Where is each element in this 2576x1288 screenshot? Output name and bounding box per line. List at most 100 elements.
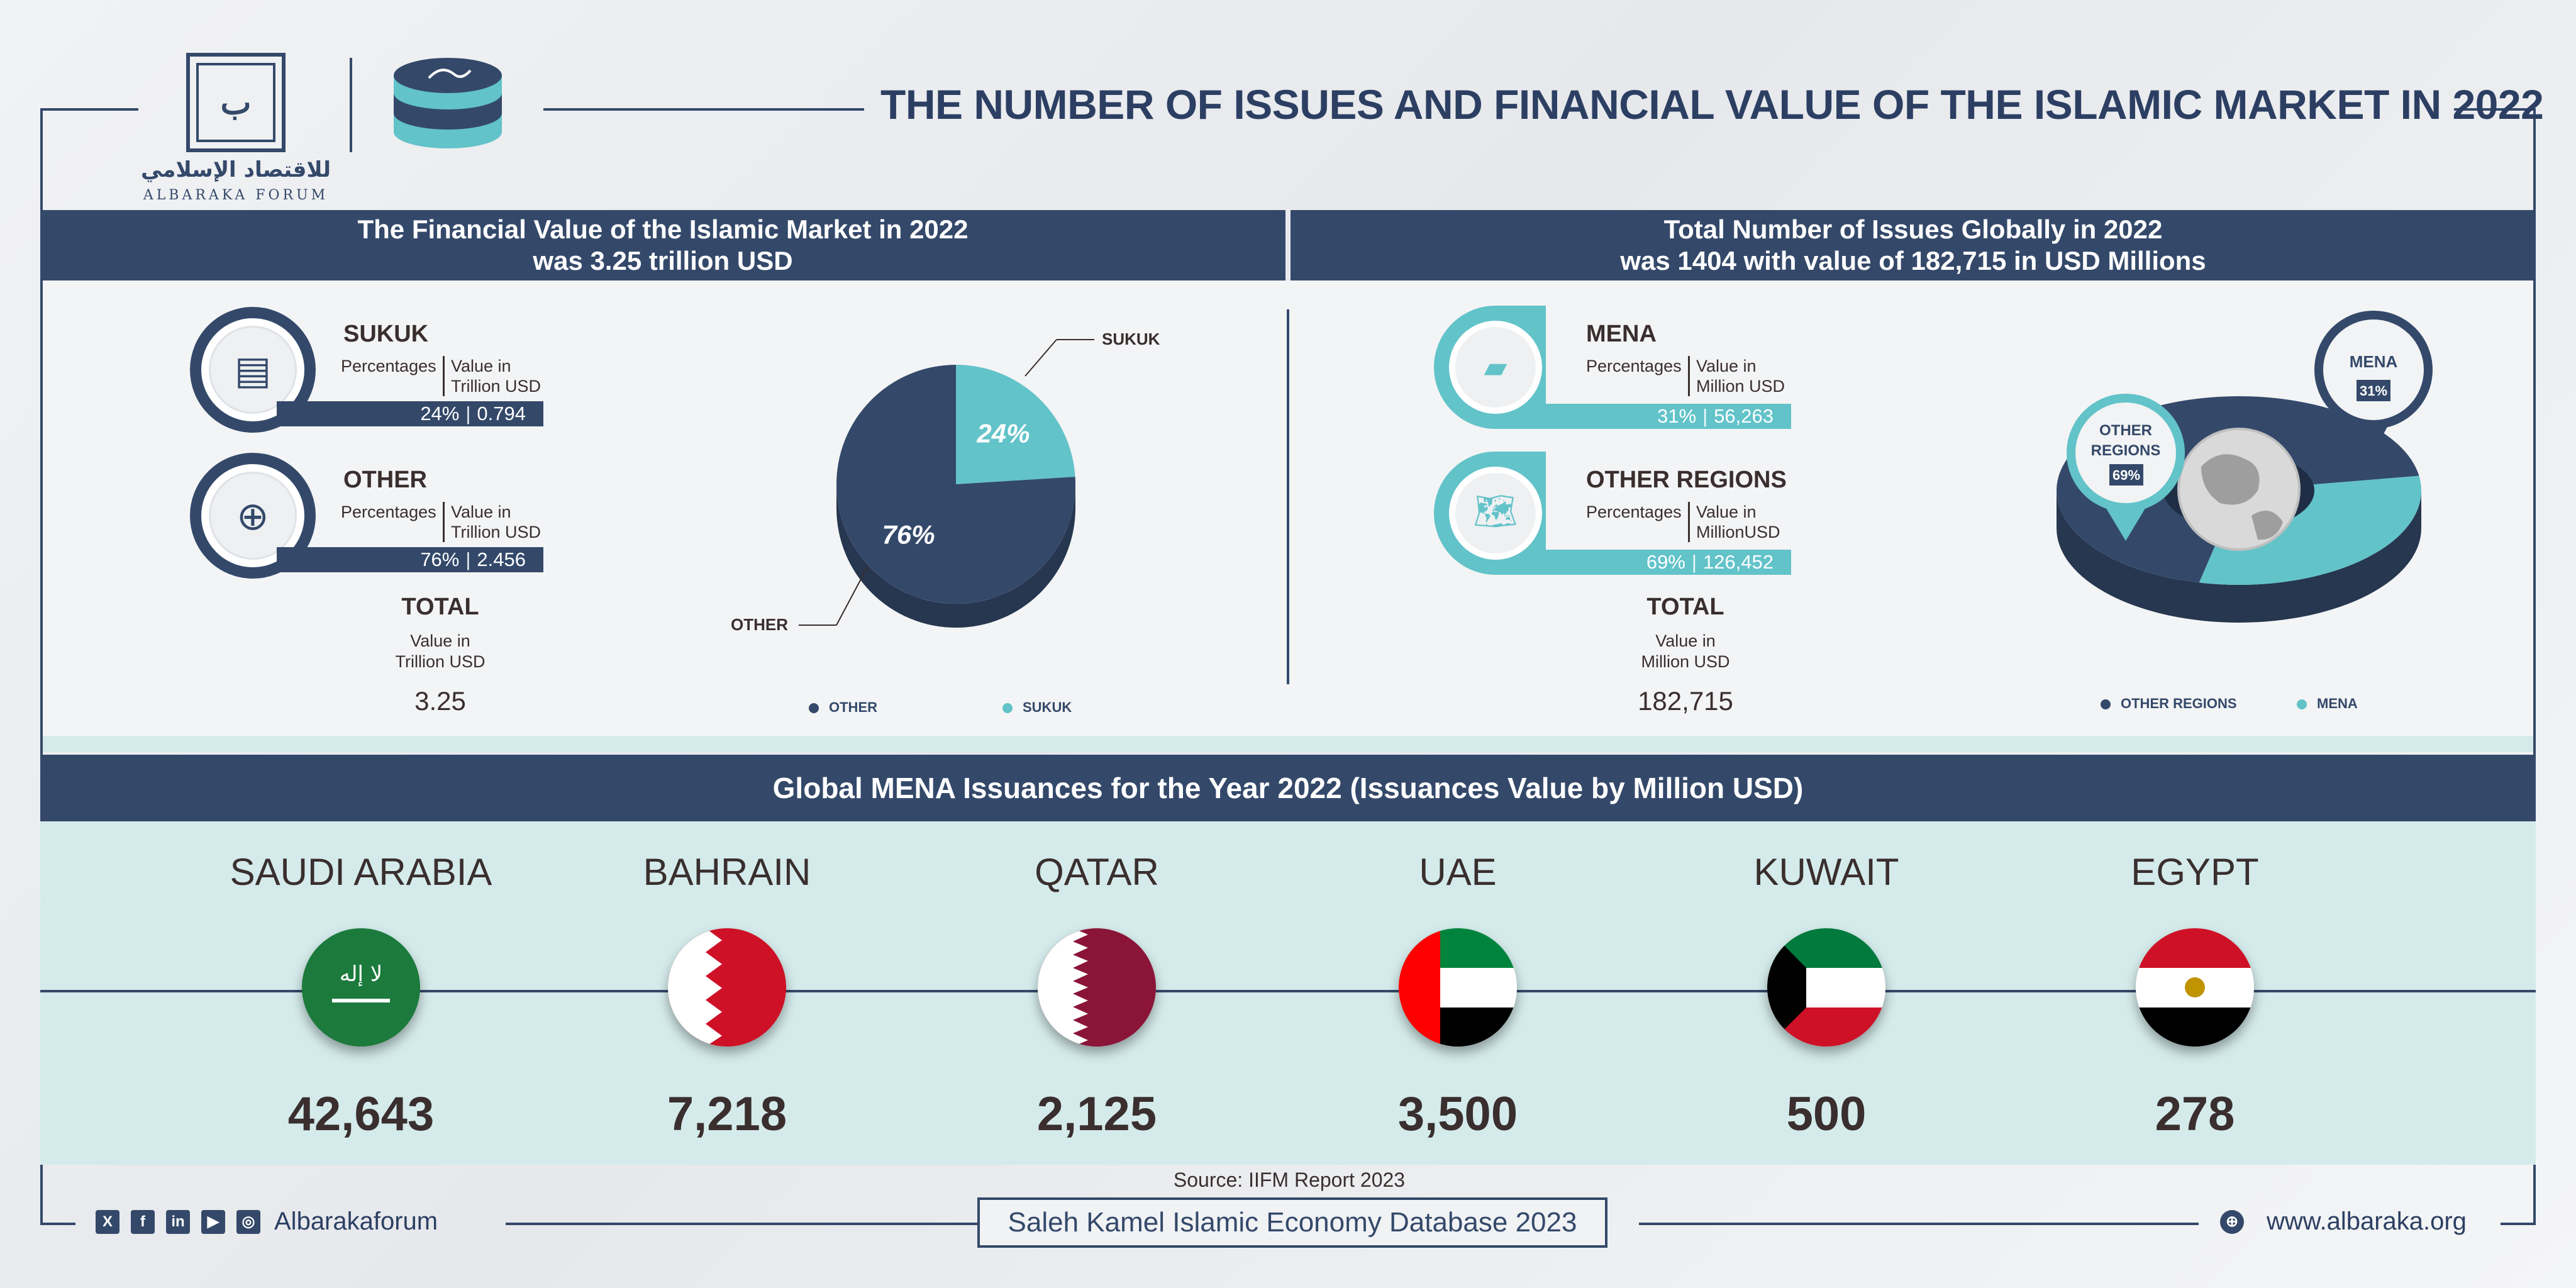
pie-data-label-sukuk: 24% [976,419,1030,448]
sukuk-val-label-1: Value in [451,357,511,375]
youtube-icon[interactable]: ▶ [201,1209,225,1234]
uae-flag-icon [1399,928,1517,1046]
pie-slice-sukuk [956,365,1075,484]
egypt-flag-icon [2136,928,2254,1046]
legend-label-other-regions: OTHER REGIONS [2121,696,2237,711]
country-name-uae: UAE [1419,851,1497,893]
sukuk-val-label-2: Trillion USD [451,377,541,396]
country-name-bahrain: BAHRAIN [643,851,811,893]
frame-bottom-mid-l [506,1223,977,1225]
legend-dot-other [809,703,819,714]
frame-bottom-left [40,1223,75,1225]
sukuk-val-label: Value in Trillion USD [443,356,541,396]
other-regions-value: 126,452 [1702,551,1774,573]
pie-side [836,484,1075,628]
right-total-value: 182,715 [1638,686,1733,716]
logo-arabic-text: للاقتصاد الإسلامي [141,157,331,182]
other-val-label: Value in Trillion USD [443,502,541,542]
other-callout-label: OTHER [731,615,788,634]
other-regions-val-label-1: Value in [1696,502,1757,521]
logo-english-text: ALBARAKA FORUM [143,187,329,203]
panel-divider [1287,309,1289,684]
sukuk-value-bar: 24% | 0.794 [277,401,543,426]
instagram-icon[interactable]: ◎ [236,1209,260,1234]
other-regions-pin: OTHER REGIONS 69% [2067,394,2185,541]
qatar-flag-icon [1038,928,1156,1046]
database-label: Saleh Kamel Islamic Economy Database 202… [977,1197,1607,1248]
globe-icon [2177,428,2301,551]
pie-data-label-other: 76% [882,519,935,549]
left-total: TOTAL Value in Trillion USD 3.25 [346,594,535,716]
left-panel-heading: The Financial Value of the Islamic Marke… [40,210,1285,280]
globe-finance-icon: ⊕ [209,472,297,560]
frame-right [2533,108,2536,1225]
sukuk-title: SUKUK [343,321,429,347]
globe-icon: ⊕ [2220,1209,2244,1234]
mena-pin: MENA 31% [2314,311,2433,453]
linkedin-icon[interactable]: in [166,1209,190,1234]
other-regions-value-bar: 69% | 126,452 [1646,551,1774,573]
mena-title: MENA [1586,321,1657,347]
other-val-label-1: Value in [451,502,511,521]
logo-mark-icon: ب [196,63,275,142]
country-value-kuwait: 500 [1786,1087,1867,1141]
other-regions-pct: 69% [1646,551,1685,573]
page-title: THE NUMBER OF ISSUES AND FINANCIAL VALUE… [880,81,2544,128]
other-leader-line [836,565,869,626]
country-value-uae: 3,500 [1397,1087,1518,1141]
social-handle[interactable]: Albarakaforum [274,1208,438,1235]
saudi-arabia-flag-icon: ﻻ إله [302,928,420,1046]
other-value-bar: 76% | 2.456 [277,547,543,572]
mena-val-label-1: Value in [1696,357,1757,375]
pie1-legend-sukuk: SUKUK [1002,699,1072,716]
left-total-title: TOTAL [401,594,479,620]
legend-dot-mena [2297,699,2307,710]
x-icon[interactable]: X [96,1209,119,1234]
frame-top-left [40,108,138,111]
frame-bottom-mid-r [1639,1223,2199,1225]
bahrain-flag-icon [668,928,786,1046]
pin-mena-label: MENA [2350,352,2398,371]
source-note: Source: IIFM Report 2023 [1173,1169,1406,1191]
svg-text:ﻻ إله: ﻻ إله [340,962,382,987]
pie1-legend-other: OTHER [809,699,877,716]
mena-value: 56,263 [1714,405,1774,427]
right-total-title: TOTAL [1646,594,1724,620]
mena-val-label: Value in Million USD [1688,356,1785,396]
other-val-label-2: Trillion USD [451,523,541,541]
pie2-legend-mena: MENA [2297,696,2358,712]
right-total-label-2: Million USD [1641,652,1730,671]
header-divider [350,58,352,152]
left-total-label-2: Trillion USD [395,652,486,671]
other-pct-label: Percentages [341,502,436,521]
right-heading-line2: was 1404 with value of 182,715 in USD Mi… [1620,246,2206,275]
mena-pct-label: Percentages [1586,357,1682,375]
sukuk-callout-label: SUKUK [1102,330,1160,348]
donut-side [2057,491,2421,623]
website-link[interactable]: ⊕ www.albaraka.org [2220,1208,2467,1236]
country-name-egypt: EGYPT [2131,851,2259,893]
country-name-qatar: QATAR [1035,851,1159,893]
country-value-egypt: 278 [2155,1087,2235,1141]
other-regions-title: OTHER REGIONS [1586,467,1787,493]
mena-section-heading: Global MENA Issuances for the Year 2022 … [40,755,2536,821]
database-stack-logo [391,53,504,153]
legend-label-sukuk: SUKUK [1023,699,1072,715]
mena-bar-shape [1433,306,1791,429]
pin-other-label-1: OTHER [2099,422,2152,439]
left-heading-line1: The Financial Value of the Islamic Marke… [357,214,969,244]
pie2-legend-other-regions: OTHER REGIONS [2101,696,2237,712]
left-heading-line2: was 3.25 trillion USD [533,246,793,275]
left-total-label-1: Value in [410,631,470,650]
social-links: X f in ▶ ◎ Albarakaforum [96,1208,438,1236]
sukuk-pct-label: Percentages [341,357,436,375]
legend-dot-sukuk [1002,703,1013,714]
website-url[interactable]: www.albaraka.org [2267,1208,2467,1235]
frame-left [40,108,43,1225]
country-value-saudi-arabia: 42,643 [287,1087,435,1141]
right-heading-line1: Total Number of Issues Globally in 2022 [1663,214,2163,244]
kuwait-flag-icon [1767,928,1885,1046]
facebook-icon[interactable]: f [131,1209,155,1234]
right-panel-heading: Total Number of Issues Globally in 2022 … [1291,210,2536,280]
legend-label-mena: MENA [2317,696,2358,711]
